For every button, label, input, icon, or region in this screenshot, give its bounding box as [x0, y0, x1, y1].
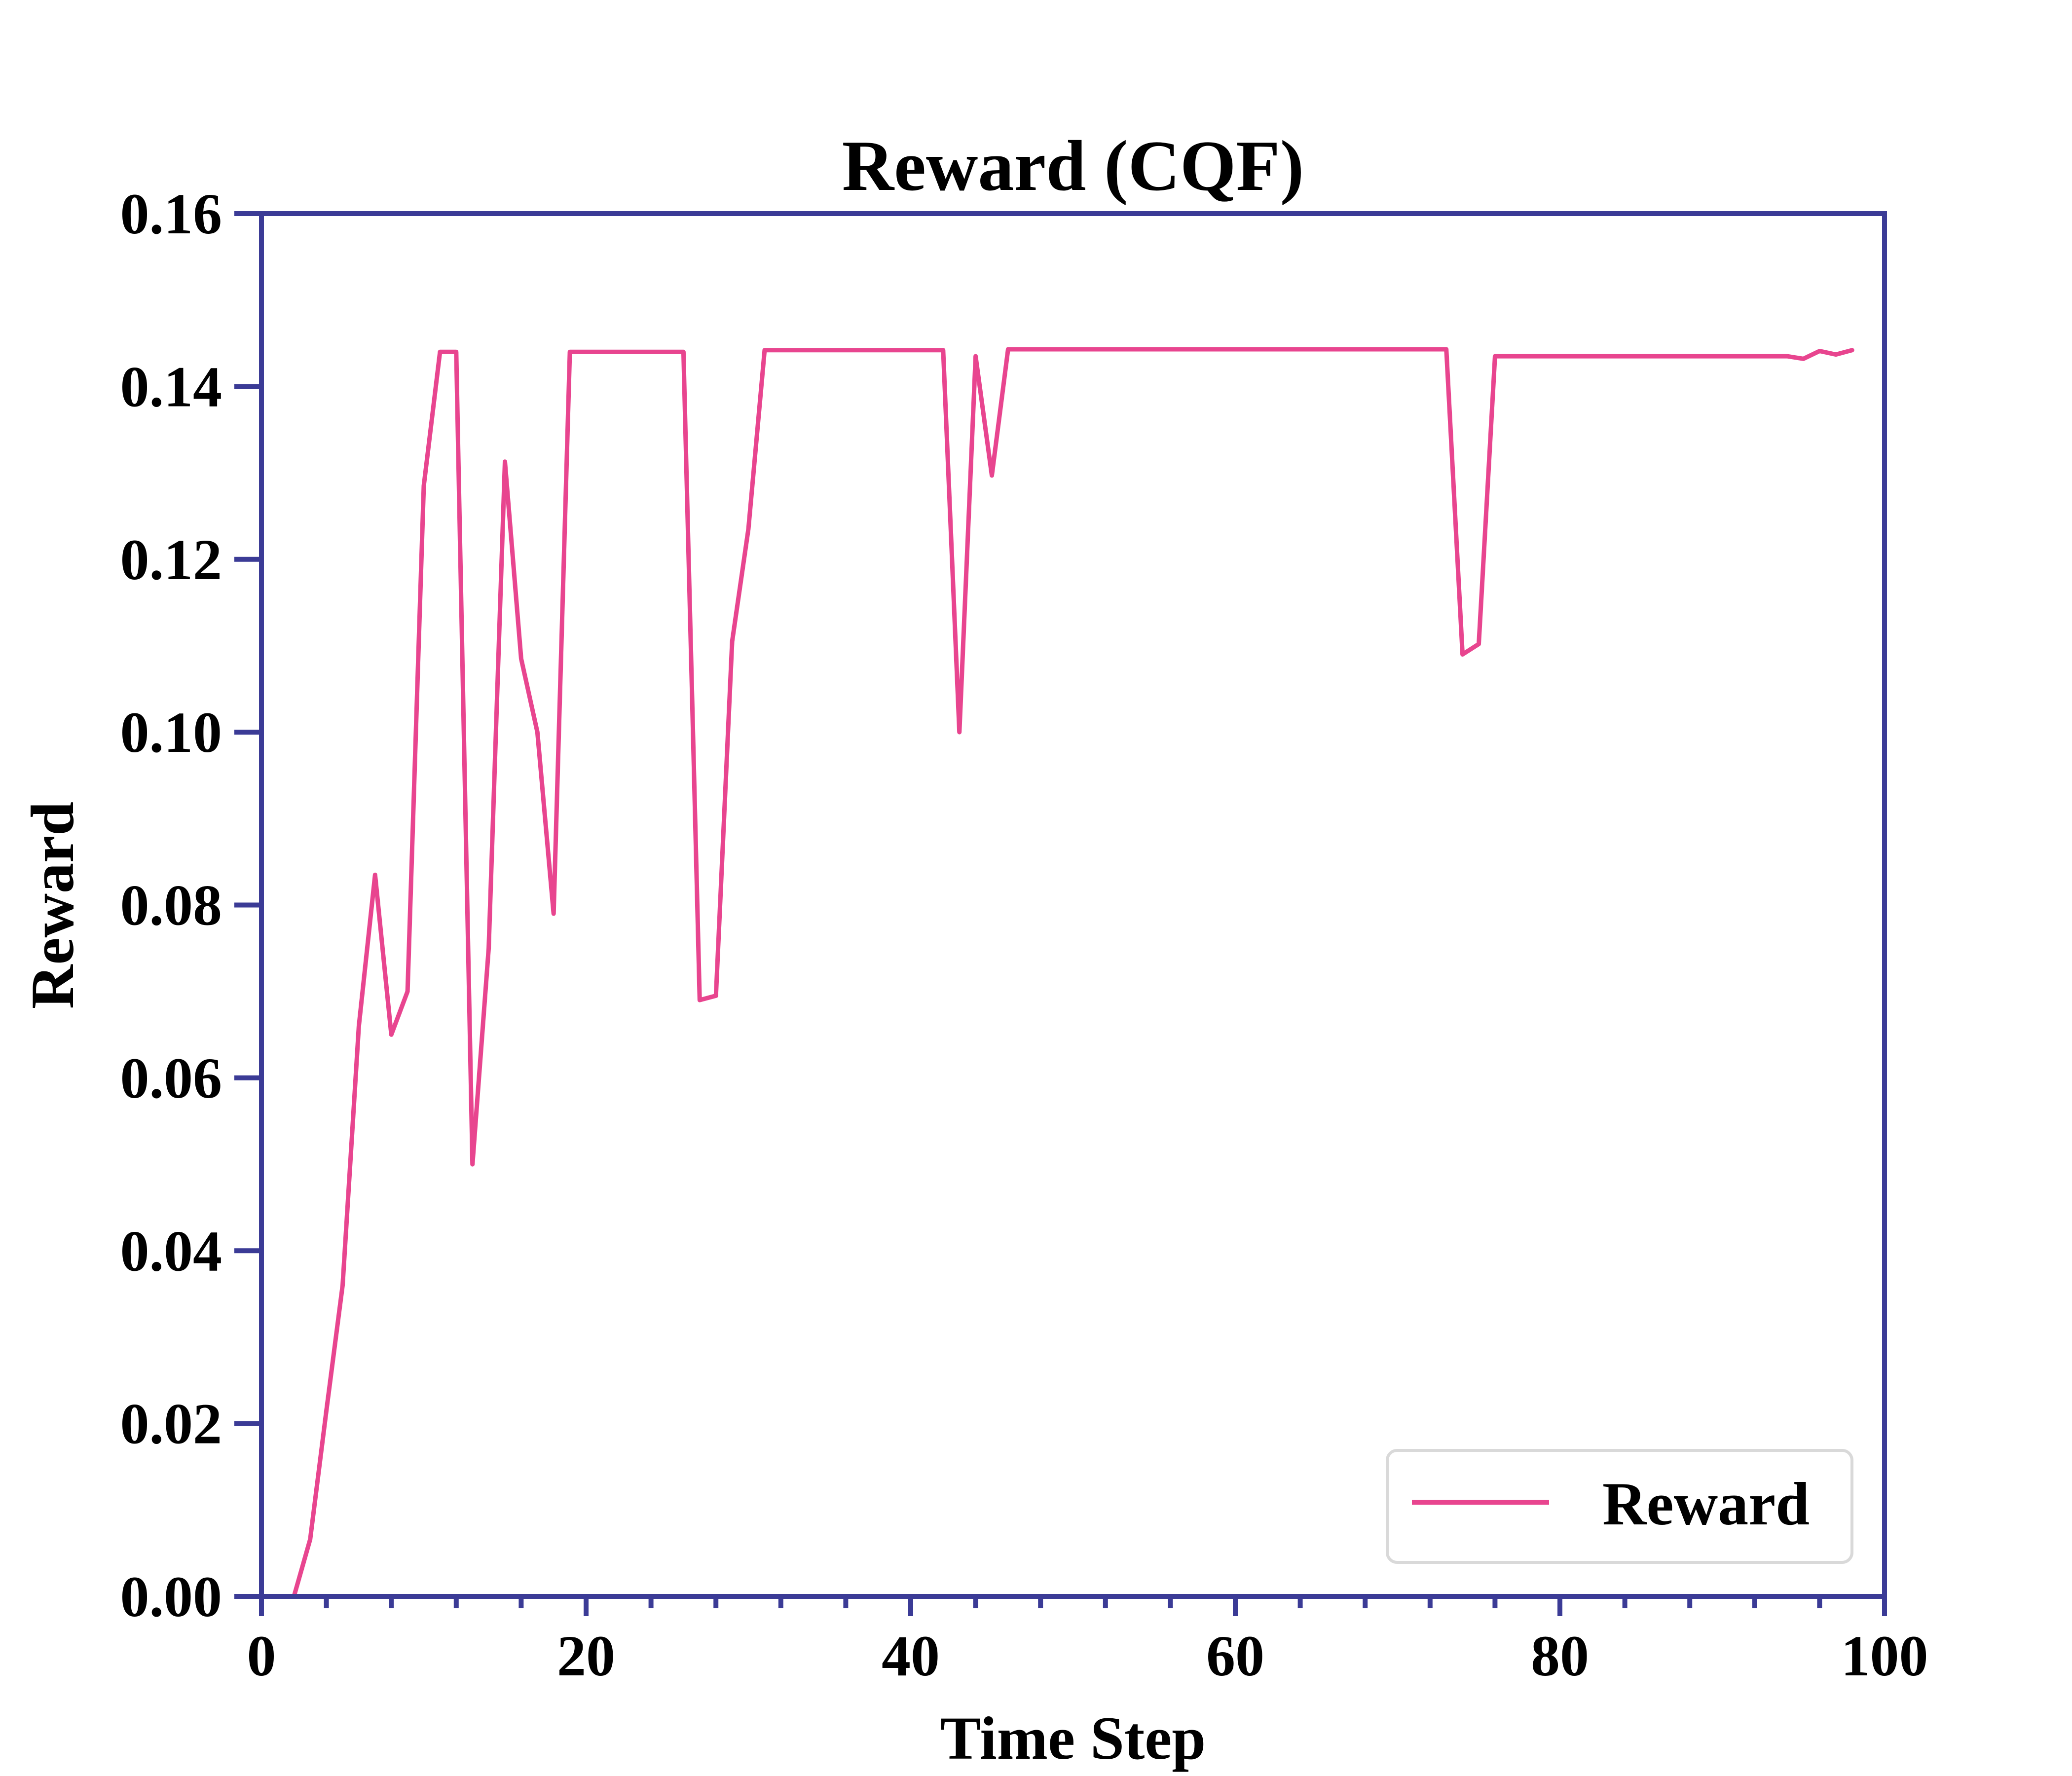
legend: Reward — [1386, 1449, 1853, 1564]
y-tick-label: 0.14 — [120, 354, 222, 419]
y-tick-label: 0.12 — [120, 527, 222, 592]
legend-label-reward: Reward — [1602, 1470, 1810, 1538]
x-tick-label: 100 — [1841, 1624, 1928, 1688]
y-tick-label: 0.08 — [120, 873, 222, 938]
x-tick-label: 80 — [1531, 1624, 1589, 1688]
y-tick-label: 0.02 — [120, 1392, 222, 1456]
legend-box — [1386, 1449, 1853, 1564]
y-tick-label: 0.04 — [120, 1219, 222, 1283]
x-tick-label: 40 — [882, 1624, 940, 1688]
x-tick-label: 60 — [1206, 1624, 1264, 1688]
y-axis-label: Reward — [19, 802, 86, 1009]
plot-frame — [259, 211, 1887, 1599]
y-axis-ticks: 0.00 0.02 0.04 0.06 0.08 0.10 0.12 0.14 0.16 — [120, 182, 261, 1629]
reward-series-line — [292, 347, 1854, 1599]
y-tick-label: 0.16 — [120, 182, 222, 246]
y-tick-label: 0.10 — [120, 700, 222, 765]
chart-title: Reward (CQF) — [842, 126, 1304, 206]
y-tick-label: 0.06 — [120, 1046, 222, 1110]
x-axis-label: Time Step — [940, 1704, 1206, 1772]
y-tick-label: 0.00 — [120, 1564, 222, 1629]
x-axis-ticks: 0 20 40 60 80 100 — [247, 1596, 1928, 1688]
x-tick-label: 0 — [247, 1624, 276, 1688]
x-tick-label: 20 — [557, 1624, 615, 1688]
